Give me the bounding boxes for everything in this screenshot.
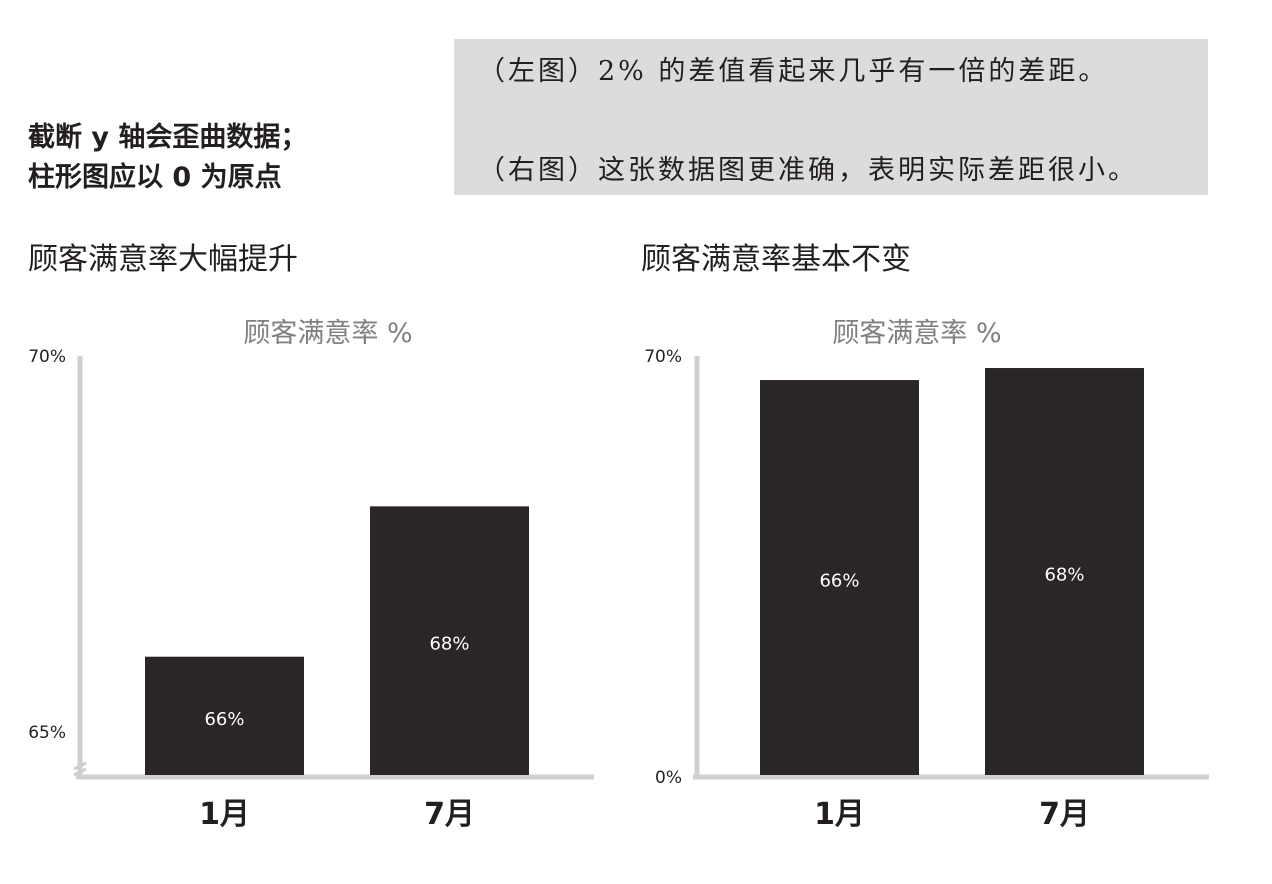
axis-break-mark	[73, 761, 87, 777]
bar	[145, 656, 304, 775]
bar-value-label: 66%	[819, 571, 859, 592]
note-line-right: （右图）这张数据图更准确，表明实际差距很小。	[478, 155, 1138, 186]
chart-heading: 截断 y 轴会歪曲数据； 柱形图应以 0 为原点	[28, 118, 307, 198]
x-category-label: 7月	[424, 797, 475, 832]
y-tick-label: 65%	[28, 723, 66, 743]
chart-subtitle: 顾客满意率 %	[832, 318, 1001, 349]
explanation-note: （左图）2% 的差值看起来几乎有一倍的差距。 （右图）这张数据图更准确，表明实际…	[454, 39, 1208, 195]
bar	[985, 368, 1144, 775]
x-category-label: 1月	[199, 797, 250, 832]
y-tick-label: 70%	[28, 347, 66, 367]
chart-subtitle: 顾客满意率 %	[243, 318, 412, 349]
y-tick-label: 70%	[644, 347, 682, 367]
x-category-label: 1月	[814, 797, 865, 832]
y-tick-label: 0%	[655, 768, 682, 788]
heading-line-2: 柱形图应以 0 为原点	[28, 162, 282, 193]
bar-value-label: 68%	[1044, 565, 1084, 586]
right-bar-chart: 顾客满意率 % 0% 70% 66% 1月 68% 7月	[644, 318, 1209, 832]
bar-value-label: 68%	[429, 634, 469, 655]
left-bar-chart: 顾客满意率 % 65% 70% 66% 1月 68% 7月	[28, 318, 594, 832]
bar	[370, 506, 529, 775]
right-panel-title: 顾客满意率基本不变	[641, 242, 911, 277]
note-line-left: （左图）2% 的差值看起来几乎有一倍的差距。	[478, 56, 1109, 87]
heading-line-1: 截断 y 轴会歪曲数据；	[28, 122, 308, 153]
bar	[760, 380, 919, 775]
x-category-label: 7月	[1039, 797, 1090, 832]
left-panel-title: 顾客满意率大幅提升	[28, 242, 298, 277]
bar-value-label: 66%	[204, 709, 244, 730]
